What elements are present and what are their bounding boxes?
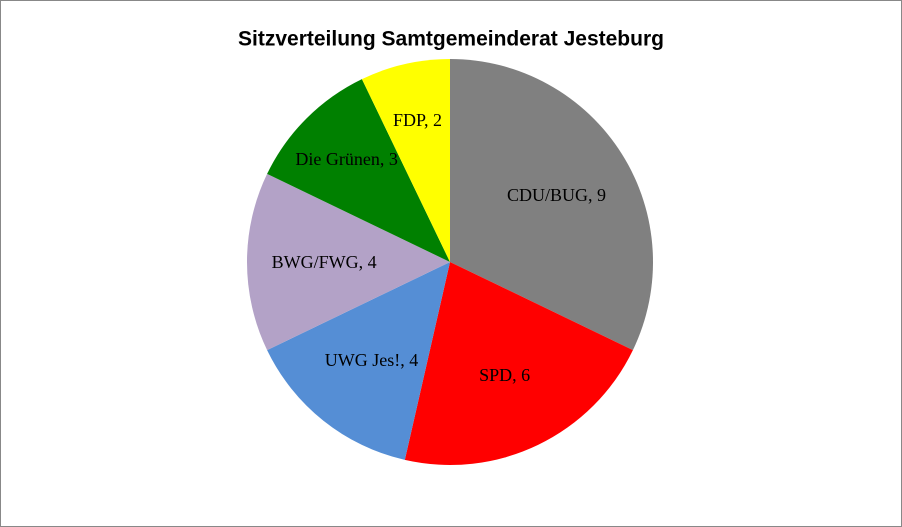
data-label: CDU/BUG, 9 [507, 185, 607, 206]
pie-slice [361, 59, 450, 262]
pie-slice [404, 262, 633, 465]
data-label: UWG Jes!, 4 [324, 350, 419, 371]
data-label: FDP, 2 [392, 109, 442, 130]
label-box: FDP, 2 [392, 109, 442, 130]
label-box: CDU/BUG, 9 [507, 185, 607, 206]
pie-slice [267, 262, 450, 460]
label-box: Die Grünen, 3 [295, 148, 398, 169]
data-label: BWG/FWG, 4 [271, 252, 377, 272]
label-box: UWG Jes!, 4 [324, 350, 419, 371]
pie-slice [267, 79, 450, 262]
label-box: BWG/FWG, 4 [271, 252, 377, 272]
data-label: Die Grünen, 3 [295, 148, 398, 169]
chart-title: Sitzverteilung Samtgemeinderat Jesteburg [238, 28, 664, 51]
pie-slice [450, 59, 653, 351]
data-label: SPD, 6 [479, 365, 531, 386]
pie-slice [246, 173, 450, 351]
label-box: SPD, 6 [479, 365, 531, 386]
